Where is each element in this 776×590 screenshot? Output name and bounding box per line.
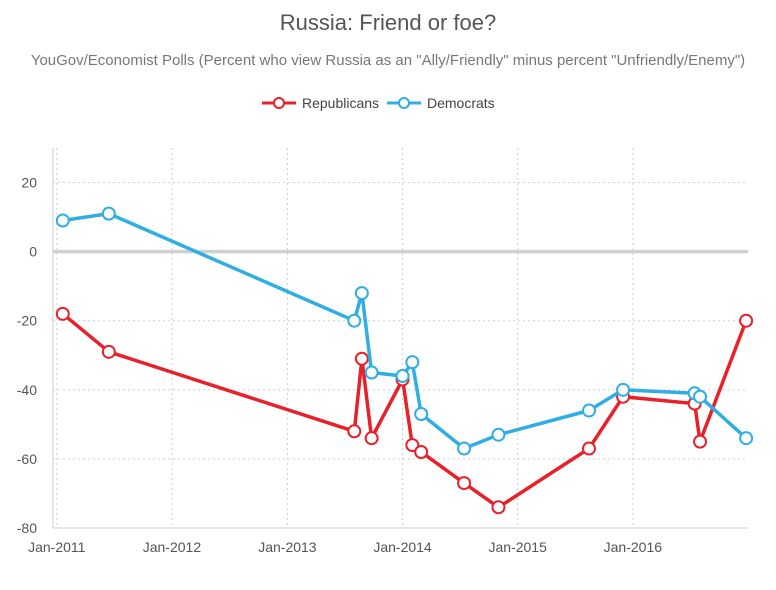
y-tick-label: -80 bbox=[17, 520, 37, 536]
data-point-0 bbox=[491, 500, 506, 515]
x-tick-label: Jan-2012 bbox=[143, 539, 202, 555]
data-point-1 bbox=[491, 427, 506, 442]
y-tick-label: 20 bbox=[21, 175, 37, 191]
x-tick-label: Jan-2014 bbox=[373, 539, 432, 555]
x-tick-label: Jan-2015 bbox=[489, 539, 548, 555]
data-point-0 bbox=[55, 306, 70, 321]
data-point-1 bbox=[354, 286, 369, 301]
data-point-1 bbox=[414, 407, 429, 421]
legend-label-0: Republicans bbox=[302, 95, 379, 111]
chart-title: Russia: Friend or foe? bbox=[279, 10, 497, 35]
data-point-1 bbox=[693, 389, 708, 404]
y-tick-label: -20 bbox=[17, 313, 37, 329]
x-tick-label: Jan-2011 bbox=[28, 539, 86, 555]
legend-marker-1 bbox=[398, 97, 410, 109]
series-line-0 bbox=[61, 312, 748, 510]
legend-label-1: Democrats bbox=[427, 95, 495, 111]
data-point-1 bbox=[405, 355, 420, 370]
data-point-1 bbox=[457, 441, 472, 456]
series-line-1 bbox=[62, 211, 748, 451]
data-point-1 bbox=[55, 213, 70, 228]
legend-marker-0 bbox=[273, 97, 285, 109]
data-point-1 bbox=[739, 431, 754, 446]
x-tick-label: Jan-2013 bbox=[258, 539, 317, 555]
y-tick-label: -60 bbox=[17, 451, 37, 467]
data-point-1 bbox=[616, 382, 631, 397]
data-point-1 bbox=[581, 403, 596, 418]
data-point-0 bbox=[405, 438, 420, 453]
data-point-1 bbox=[395, 369, 410, 383]
chart-subtitle: YouGov/Economist Polls (Percent who view… bbox=[30, 52, 746, 69]
data-point-1 bbox=[364, 365, 379, 380]
data-point-0 bbox=[354, 351, 369, 366]
data-point-0 bbox=[693, 434, 708, 449]
data-point-0 bbox=[414, 445, 429, 459]
x-tick-label: Jan-2016 bbox=[604, 539, 663, 555]
y-tick-label: -40 bbox=[17, 382, 37, 398]
data-point-1 bbox=[101, 206, 116, 221]
data-point-0 bbox=[739, 313, 754, 328]
y-tick-label: 0 bbox=[29, 244, 37, 260]
data-point-0 bbox=[457, 476, 472, 491]
data-point-0 bbox=[364, 431, 379, 446]
data-point-0 bbox=[347, 424, 362, 439]
data-point-1 bbox=[347, 313, 362, 328]
data-point-0 bbox=[101, 344, 116, 359]
data-point-0 bbox=[581, 441, 596, 456]
